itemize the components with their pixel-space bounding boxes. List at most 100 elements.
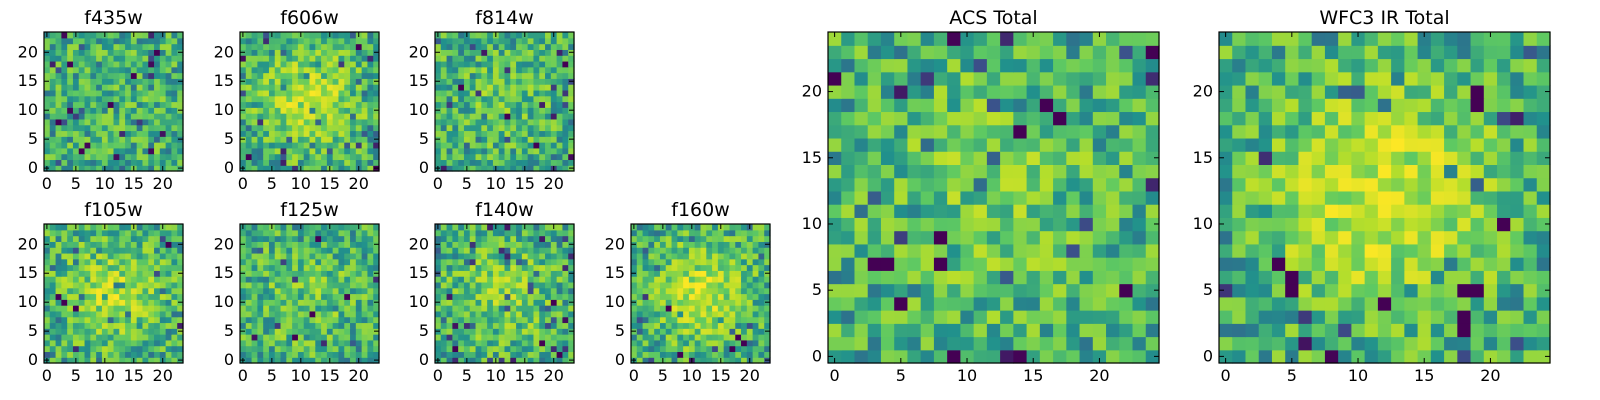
heatmap-cell [521,287,529,295]
heatmap-cell [84,305,91,312]
heatmap-cell [119,281,126,289]
heatmap-cell [315,159,322,166]
heatmap-cell [440,322,448,329]
heatmap-cell [867,296,882,311]
heatmap-cell [729,351,736,358]
heatmap-cell [90,153,97,161]
heatmap-cell [746,270,754,277]
heatmap-cell [303,252,311,260]
heatmap-cell [101,84,109,91]
heatmap-cell [154,89,161,97]
heatmap-cell [1039,310,1054,324]
heatmap-cell [1285,336,1300,351]
heatmap-cell [165,224,173,231]
heatmap-cell [907,204,922,218]
heatmap-cell [240,66,247,74]
heatmap-cell [268,264,276,271]
heatmap-cell [533,72,540,79]
heatmap-cell [268,293,276,300]
heatmap-cell [55,345,62,353]
heatmap-cell [636,258,644,266]
heatmap-cell [475,229,482,237]
heatmap-cell [562,101,569,108]
heatmap-cell [1417,336,1432,351]
heatmap-cell [113,241,120,248]
heatmap-cell [136,101,144,108]
heatmap-cell [280,84,287,91]
heatmap-cell [527,293,535,300]
heatmap-cell [973,71,988,86]
heatmap-cell [96,124,103,132]
heatmap-cell [142,310,149,318]
heatmap-cell [367,310,374,318]
heatmap-cell [735,334,742,341]
heatmap-cell [659,258,667,266]
heatmap-cell [90,293,97,300]
heatmap-cell [142,136,149,143]
heatmap-cell [458,37,465,45]
heatmap-cell [297,252,305,260]
heatmap-cell [44,55,51,62]
heatmap-cell [55,113,62,120]
heatmap-cell [78,107,86,114]
heatmap-cell [373,55,380,62]
heatmap-cell [90,165,97,172]
heatmap-cell [706,247,713,254]
heatmap-cell [487,322,494,329]
heatmap-cell [263,124,270,132]
heatmap-cell [154,101,161,108]
heatmap-cell [171,339,178,347]
heatmap-cell [677,351,684,358]
heatmap-cell [527,299,535,306]
heatmap-cell [867,98,882,113]
heatmap-cell [96,252,103,260]
heatmap-cell [894,177,909,192]
heatmap-cell [280,334,287,341]
heatmap-cell [263,252,270,260]
heatmap-cell [355,113,363,120]
heatmap-cell [481,107,488,114]
heatmap-cell [492,281,500,289]
heatmap-cell [550,252,558,260]
heatmap-cell [136,247,144,254]
heatmap-cell [545,142,552,149]
heatmap-cell [315,287,322,295]
heatmap-cell [280,147,287,155]
heatmap-cell [350,37,357,45]
heatmap-cell [67,229,74,237]
heatmap-cell [545,247,552,254]
heatmap-cell [746,351,754,358]
heatmap-cell [694,293,702,300]
heatmap-cell [78,113,86,120]
heatmap-cell [373,113,380,120]
heatmap-cell [280,328,287,335]
heatmap-cell [245,357,253,364]
heatmap-cell [286,235,293,242]
heatmap-cell [280,55,287,62]
heatmap-cell [545,235,552,242]
heatmap-cell [309,357,316,364]
heatmap-cell [72,334,80,341]
heatmap-cell [440,276,448,283]
heatmap-cell [631,322,638,329]
heatmap-cell [130,136,138,143]
heatmap-cell [142,32,149,39]
heatmap-cell [562,72,569,79]
heatmap-cell [361,299,369,306]
heatmap-cell [257,66,264,74]
heatmap-cell [648,241,655,248]
heatmap-cell [350,351,357,358]
heatmap-cell [355,339,363,347]
heatmap-cell [1053,32,1067,46]
heatmap-cell [171,310,178,318]
heatmap-cell [539,89,546,97]
heatmap-cell [44,322,51,329]
heatmap-cell [280,142,287,149]
heatmap-cell [240,55,247,62]
heatmap-cell [527,124,535,132]
heatmap-cell [1039,45,1054,60]
heatmap-cell [136,322,144,329]
heatmap-cell [683,305,690,312]
heatmap-cell [463,159,471,166]
heatmap-cell [263,89,270,97]
